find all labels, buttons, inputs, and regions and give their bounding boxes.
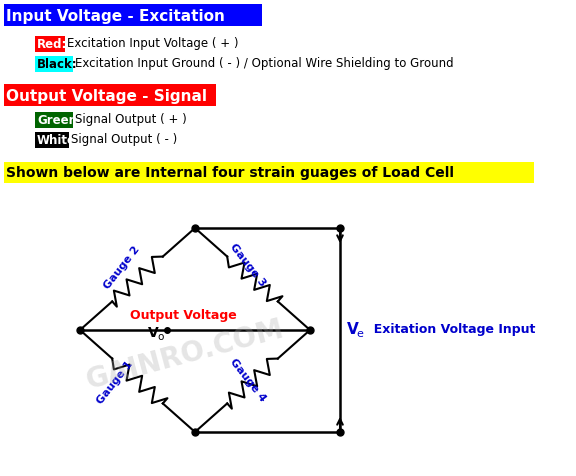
Text: V: V <box>148 326 159 340</box>
Text: Output Voltage - Signal: Output Voltage - Signal <box>6 89 207 103</box>
Text: Red:: Red: <box>37 38 67 50</box>
Text: Shown below are Internal four strain guages of Load Cell: Shown below are Internal four strain gua… <box>6 166 454 180</box>
Text: V: V <box>347 323 359 337</box>
Text: White:: White: <box>37 133 81 147</box>
Text: Signal Output ( - ): Signal Output ( - ) <box>71 133 177 147</box>
Text: Gauge 1: Gauge 1 <box>95 360 135 407</box>
Text: Exitation Voltage Input: Exitation Voltage Input <box>365 324 535 337</box>
FancyBboxPatch shape <box>35 36 65 52</box>
Text: Gauge 4: Gauge 4 <box>228 357 268 404</box>
FancyBboxPatch shape <box>4 162 534 183</box>
Text: Gauge 2: Gauge 2 <box>102 245 142 291</box>
Text: Gauge 3: Gauge 3 <box>228 242 267 288</box>
Text: Signal Output ( + ): Signal Output ( + ) <box>75 113 187 127</box>
FancyBboxPatch shape <box>4 4 262 26</box>
FancyBboxPatch shape <box>35 56 73 72</box>
Text: Excitation Input Ground ( - ) / Optional Wire Shielding to Ground: Excitation Input Ground ( - ) / Optional… <box>75 58 454 70</box>
Text: o: o <box>157 332 164 342</box>
Text: Input Voltage - Excitation: Input Voltage - Excitation <box>6 9 225 23</box>
FancyBboxPatch shape <box>4 84 216 106</box>
Text: Output Voltage: Output Voltage <box>130 308 237 321</box>
FancyBboxPatch shape <box>35 112 73 128</box>
Text: Excitation Input Voltage ( + ): Excitation Input Voltage ( + ) <box>67 38 238 50</box>
Text: GAINRO.COM: GAINRO.COM <box>83 315 287 395</box>
Text: Black:: Black: <box>37 58 78 70</box>
Text: e: e <box>356 329 363 339</box>
Text: Green:: Green: <box>37 113 82 127</box>
FancyBboxPatch shape <box>35 132 69 148</box>
